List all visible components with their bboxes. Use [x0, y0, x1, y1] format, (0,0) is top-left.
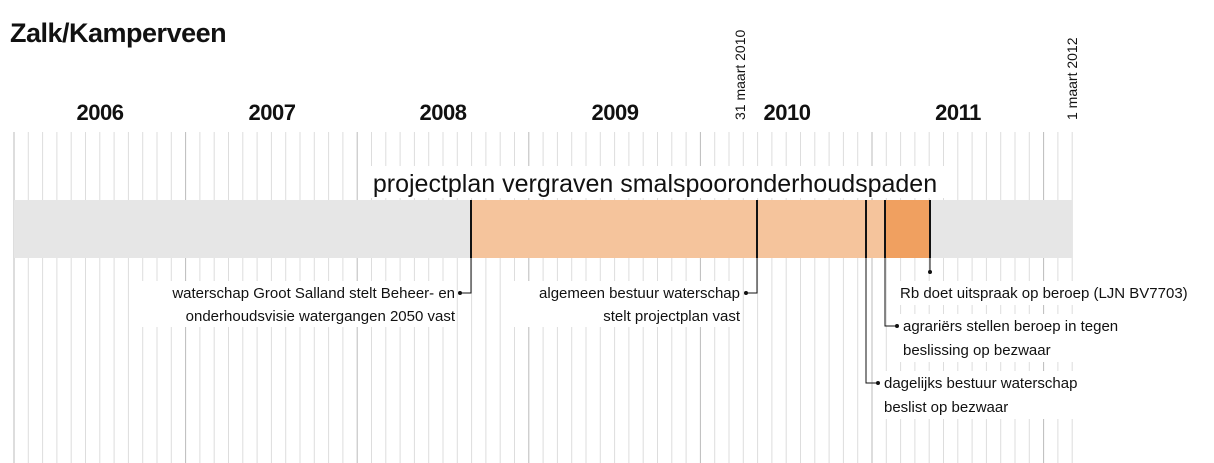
project-period: [471, 200, 930, 258]
connectors: [460, 258, 931, 384]
label-bg: [508, 281, 742, 327]
event-lines: [470, 200, 931, 258]
event-text: dagelijks bestuur waterschap: [884, 375, 1077, 392]
bar-label: projectplan vergraven smalspooronderhoud…: [373, 170, 937, 198]
title: Zalk/Kamperveen: [10, 18, 226, 48]
label-bg: [366, 166, 944, 198]
year: 2009: [592, 100, 639, 125]
event-text: stelt projectplan vast: [603, 308, 741, 325]
event-text: beslist op bezwaar: [884, 399, 1008, 416]
year: 2008: [420, 100, 467, 125]
date-label: 31 maart 2010: [732, 30, 748, 120]
label-bg: [900, 314, 1140, 362]
label-bg: [896, 281, 1214, 305]
year: 2010: [764, 100, 811, 125]
event-text: beslissing op bezwaar: [903, 342, 1051, 359]
year: 2006: [77, 100, 124, 125]
event-text: Rb doet uitspraak op beroep (LJN BV7703): [900, 285, 1188, 302]
event-text: onderhoudsvisie watergangen 2050 vast: [186, 308, 456, 325]
year: 2007: [249, 100, 296, 125]
dots: [458, 270, 932, 385]
event-text: algemeen bestuur waterschap: [539, 285, 740, 302]
year: 2011: [935, 100, 981, 125]
label-bg: [880, 371, 1100, 419]
event-text: waterschap Groot Salland stelt Beheer- e…: [171, 285, 455, 302]
date-label: 1 maart 2012: [1064, 37, 1080, 120]
label-bg: [140, 281, 456, 327]
appeal-period: [885, 200, 930, 258]
event-text: agrariërs stellen beroep in tegen: [903, 318, 1118, 335]
